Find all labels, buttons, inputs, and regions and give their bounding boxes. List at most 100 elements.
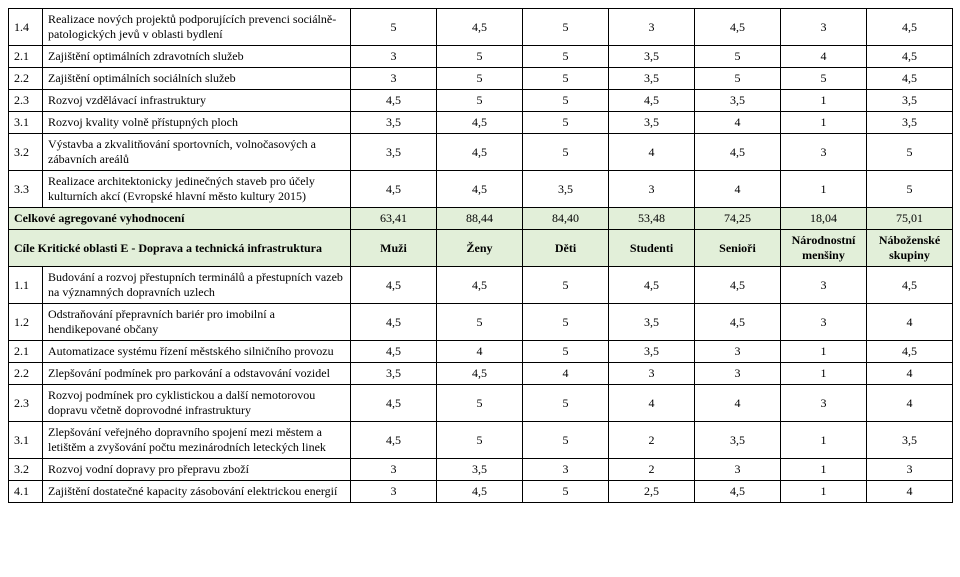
value-cell: 5	[437, 304, 523, 341]
aggregate-value: 53,48	[609, 208, 695, 230]
value-cell: 1	[781, 363, 867, 385]
aggregate-value: 74,25	[695, 208, 781, 230]
value-cell: 5	[523, 422, 609, 459]
value-cell: 5	[523, 9, 609, 46]
value-cell: 4,5	[437, 9, 523, 46]
row-description: Zajištění optimálních zdravotních služeb	[43, 46, 351, 68]
column-header: Muži	[351, 230, 437, 267]
value-cell: 4,5	[867, 267, 953, 304]
table-row: 3.1Zlepšování veřejného dopravního spoje…	[9, 422, 953, 459]
value-cell: 5	[695, 68, 781, 90]
value-cell: 3	[609, 171, 695, 208]
row-number: 2.2	[9, 363, 43, 385]
value-cell: 3	[867, 459, 953, 481]
value-cell: 5	[867, 171, 953, 208]
aggregate-value: 84,40	[523, 208, 609, 230]
aggregate-value: 75,01	[867, 208, 953, 230]
row-description: Rozvoj podmínek pro cyklistickou a další…	[43, 385, 351, 422]
value-cell: 4	[437, 341, 523, 363]
row-number: 3.2	[9, 459, 43, 481]
value-cell: 4	[609, 134, 695, 171]
value-cell: 3	[781, 385, 867, 422]
value-cell: 3	[695, 341, 781, 363]
row-number: 2.2	[9, 68, 43, 90]
row-description: Rozvoj kvality volně přístupných ploch	[43, 112, 351, 134]
value-cell: 4,5	[867, 68, 953, 90]
value-cell: 5	[695, 46, 781, 68]
row-number: 3.2	[9, 134, 43, 171]
value-cell: 2	[609, 422, 695, 459]
column-header: Děti	[523, 230, 609, 267]
row-description: Zajištění optimálních sociálních služeb	[43, 68, 351, 90]
value-cell: 5	[437, 422, 523, 459]
value-cell: 5	[351, 9, 437, 46]
value-cell: 4,5	[437, 481, 523, 503]
table-row: Cíle Kritické oblasti E - Doprava a tech…	[9, 230, 953, 267]
value-cell: 3,5	[609, 68, 695, 90]
value-cell: 1	[781, 112, 867, 134]
table-row: 1.1Budování a rozvoj přestupních terminá…	[9, 267, 953, 304]
row-description: Rozvoj vzdělávací infrastruktury	[43, 90, 351, 112]
value-cell: 5	[523, 46, 609, 68]
value-cell: 4,5	[695, 481, 781, 503]
value-cell: 3,5	[523, 171, 609, 208]
table-row: 2.3Rozvoj podmínek pro cyklistickou a da…	[9, 385, 953, 422]
aggregate-value: 18,04	[781, 208, 867, 230]
value-cell: 3	[351, 68, 437, 90]
value-cell: 3	[781, 134, 867, 171]
value-cell: 5	[523, 341, 609, 363]
value-cell: 4	[867, 481, 953, 503]
section-title: Cíle Kritické oblasti E - Doprava a tech…	[9, 230, 351, 267]
row-number: 2.3	[9, 385, 43, 422]
value-cell: 1	[781, 90, 867, 112]
column-header: Studenti	[609, 230, 695, 267]
value-cell: 3	[351, 46, 437, 68]
value-cell: 4,5	[437, 112, 523, 134]
value-cell: 4,5	[695, 304, 781, 341]
row-description: Odstraňování přepravních bariér pro imob…	[43, 304, 351, 341]
row-number: 1.4	[9, 9, 43, 46]
value-cell: 3,5	[609, 112, 695, 134]
value-cell: 2	[609, 459, 695, 481]
table-row: 3.2Rozvoj vodní dopravy pro přepravu zbo…	[9, 459, 953, 481]
value-cell: 4,5	[867, 46, 953, 68]
value-cell: 3,5	[867, 90, 953, 112]
row-description: Realizace architektonicky jedinečných st…	[43, 171, 351, 208]
table-row: Celkové agregované vyhodnocení63,4188,44…	[9, 208, 953, 230]
value-cell: 4	[867, 385, 953, 422]
value-cell: 4,5	[867, 341, 953, 363]
value-cell: 3,5	[867, 422, 953, 459]
value-cell: 5	[523, 68, 609, 90]
table-row: 3.1Rozvoj kvality volně přístupných ploc…	[9, 112, 953, 134]
value-cell: 3	[781, 304, 867, 341]
table-row: 2.2Zlepšování podmínek pro parkování a o…	[9, 363, 953, 385]
value-cell: 4	[695, 112, 781, 134]
value-cell: 3	[609, 363, 695, 385]
row-number: 2.1	[9, 341, 43, 363]
value-cell: 2,5	[609, 481, 695, 503]
value-cell: 3	[609, 9, 695, 46]
value-cell: 4,5	[437, 171, 523, 208]
row-number: 2.3	[9, 90, 43, 112]
value-cell: 1	[781, 171, 867, 208]
value-cell: 4,5	[437, 267, 523, 304]
column-header: Národnostní menšiny	[781, 230, 867, 267]
table-row: 1.2Odstraňování přepravních bariér pro i…	[9, 304, 953, 341]
value-cell: 4,5	[609, 90, 695, 112]
value-cell: 4	[609, 385, 695, 422]
value-cell: 4,5	[609, 267, 695, 304]
row-description: Rozvoj vodní dopravy pro přepravu zboží	[43, 459, 351, 481]
value-cell: 4,5	[351, 341, 437, 363]
value-cell: 3,5	[609, 304, 695, 341]
value-cell: 4,5	[351, 267, 437, 304]
value-cell: 4	[695, 385, 781, 422]
row-description: Budování a rozvoj přestupních terminálů …	[43, 267, 351, 304]
row-description: Realizace nových projektů podporujících …	[43, 9, 351, 46]
aggregate-value: 63,41	[351, 208, 437, 230]
value-cell: 3	[351, 481, 437, 503]
column-header: Ženy	[437, 230, 523, 267]
value-cell: 3	[695, 459, 781, 481]
value-cell: 4,5	[351, 90, 437, 112]
value-cell: 5	[523, 304, 609, 341]
value-cell: 5	[437, 68, 523, 90]
